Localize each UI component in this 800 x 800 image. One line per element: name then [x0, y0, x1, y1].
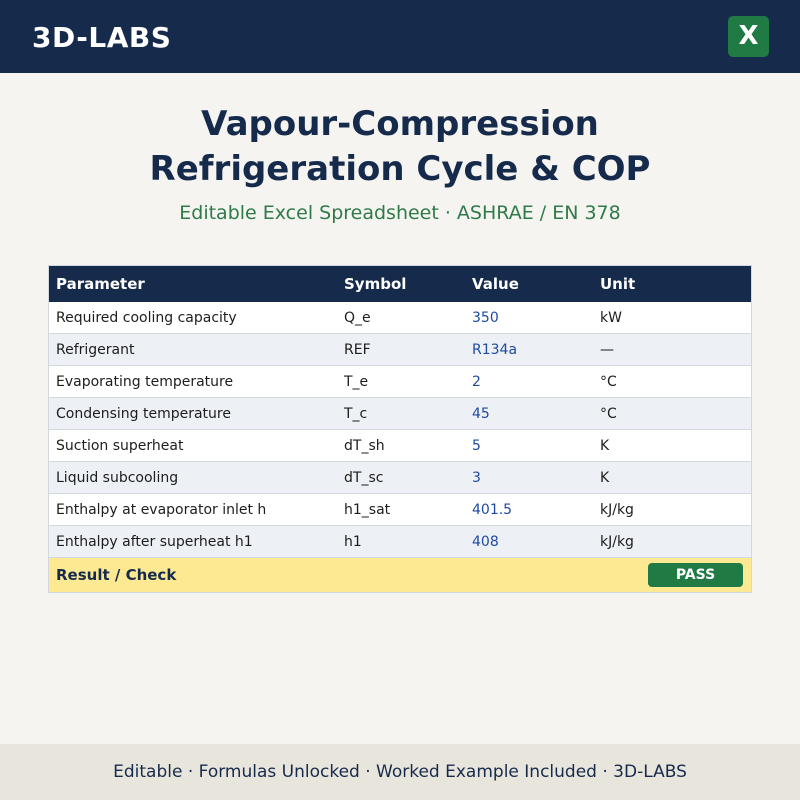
title-line-2: Refrigeration Cycle & COP — [149, 149, 651, 189]
excel-icon[interactable]: X — [728, 16, 769, 57]
table-row: Condensing temperature T_c 45 °C — [49, 398, 751, 430]
value-cell[interactable]: 408 — [472, 533, 499, 550]
value-cell[interactable]: 401.5 — [472, 501, 513, 518]
title-line-1: Vapour-Compression — [201, 104, 599, 144]
parameter-cell: Liquid subcooling — [56, 469, 179, 486]
brand-logo: 3D-LABS — [32, 21, 172, 54]
unit-cell: kJ/kg — [600, 501, 634, 518]
parameter-cell: Evaporating temperature — [56, 373, 234, 390]
column-header-value: Value — [472, 275, 519, 293]
result-label: Result / Check — [56, 566, 177, 584]
parameter-cell: Required cooling capacity — [56, 309, 237, 326]
value-cell[interactable]: 350 — [472, 309, 499, 326]
table-row: Suction superheat dT_sh 5 K — [49, 430, 751, 462]
symbol-cell: T_e — [344, 373, 369, 390]
unit-cell: kW — [600, 309, 622, 326]
symbol-cell: T_c — [344, 405, 368, 422]
unit-cell: — — [600, 341, 614, 358]
value-cell[interactable]: 45 — [472, 405, 490, 422]
table-row: Liquid subcooling dT_sc 3 K — [49, 462, 751, 494]
symbol-cell: h1_sat — [344, 501, 391, 518]
table-row: Evaporating temperature T_e 2 °C — [49, 366, 751, 398]
symbol-cell: dT_sh — [344, 437, 385, 454]
parameter-cell: Condensing temperature — [56, 405, 231, 422]
parameter-table: Parameter Symbol Value Unit Required coo… — [48, 265, 752, 593]
parameter-cell: Enthalpy at evaporator inlet h — [56, 501, 267, 518]
parameter-cell: Refrigerant — [56, 341, 135, 358]
unit-cell: °C — [600, 405, 617, 422]
symbol-cell: dT_sc — [344, 469, 384, 486]
table-row: Required cooling capacity Q_e 350 kW — [49, 302, 751, 334]
page-subtitle: Editable Excel Spreadsheet · ASHRAE / EN… — [179, 202, 621, 224]
pass-badge: PASS — [648, 563, 743, 587]
unit-cell: °C — [600, 373, 617, 390]
value-cell[interactable]: 5 — [472, 437, 481, 454]
parameter-cell: Suction superheat — [56, 437, 184, 454]
unit-cell: K — [600, 469, 610, 486]
unit-cell: K — [600, 437, 610, 454]
value-cell[interactable]: R134a — [472, 341, 518, 358]
column-header-symbol: Symbol — [344, 275, 407, 293]
symbol-cell: h1 — [344, 533, 362, 550]
table-row: Enthalpy at evaporator inlet h h1_sat 40… — [49, 494, 751, 526]
header-bar: 3D-LABS X — [0, 0, 800, 73]
table-row: Enthalpy after superheat h1 h1 408 kJ/kg — [49, 526, 751, 558]
symbol-cell: REF — [344, 341, 371, 358]
page-title: Vapour-Compression Refrigeration Cycle &… — [0, 102, 800, 192]
footer-bar: Editable · Formulas Unlocked · Worked Ex… — [0, 744, 800, 800]
table-row: Refrigerant REF R134a — — [49, 334, 751, 366]
unit-cell: kJ/kg — [600, 533, 634, 550]
symbol-cell: Q_e — [344, 309, 371, 326]
table-header-row: Parameter Symbol Value Unit — [49, 266, 751, 302]
parameter-cell: Enthalpy after superheat h1 — [56, 533, 253, 550]
column-header-unit: Unit — [600, 275, 636, 293]
column-header-parameter: Parameter — [56, 275, 145, 293]
value-cell[interactable]: 2 — [472, 373, 481, 390]
value-cell[interactable]: 3 — [472, 469, 481, 486]
result-row: Result / Check PASS — [49, 558, 751, 592]
